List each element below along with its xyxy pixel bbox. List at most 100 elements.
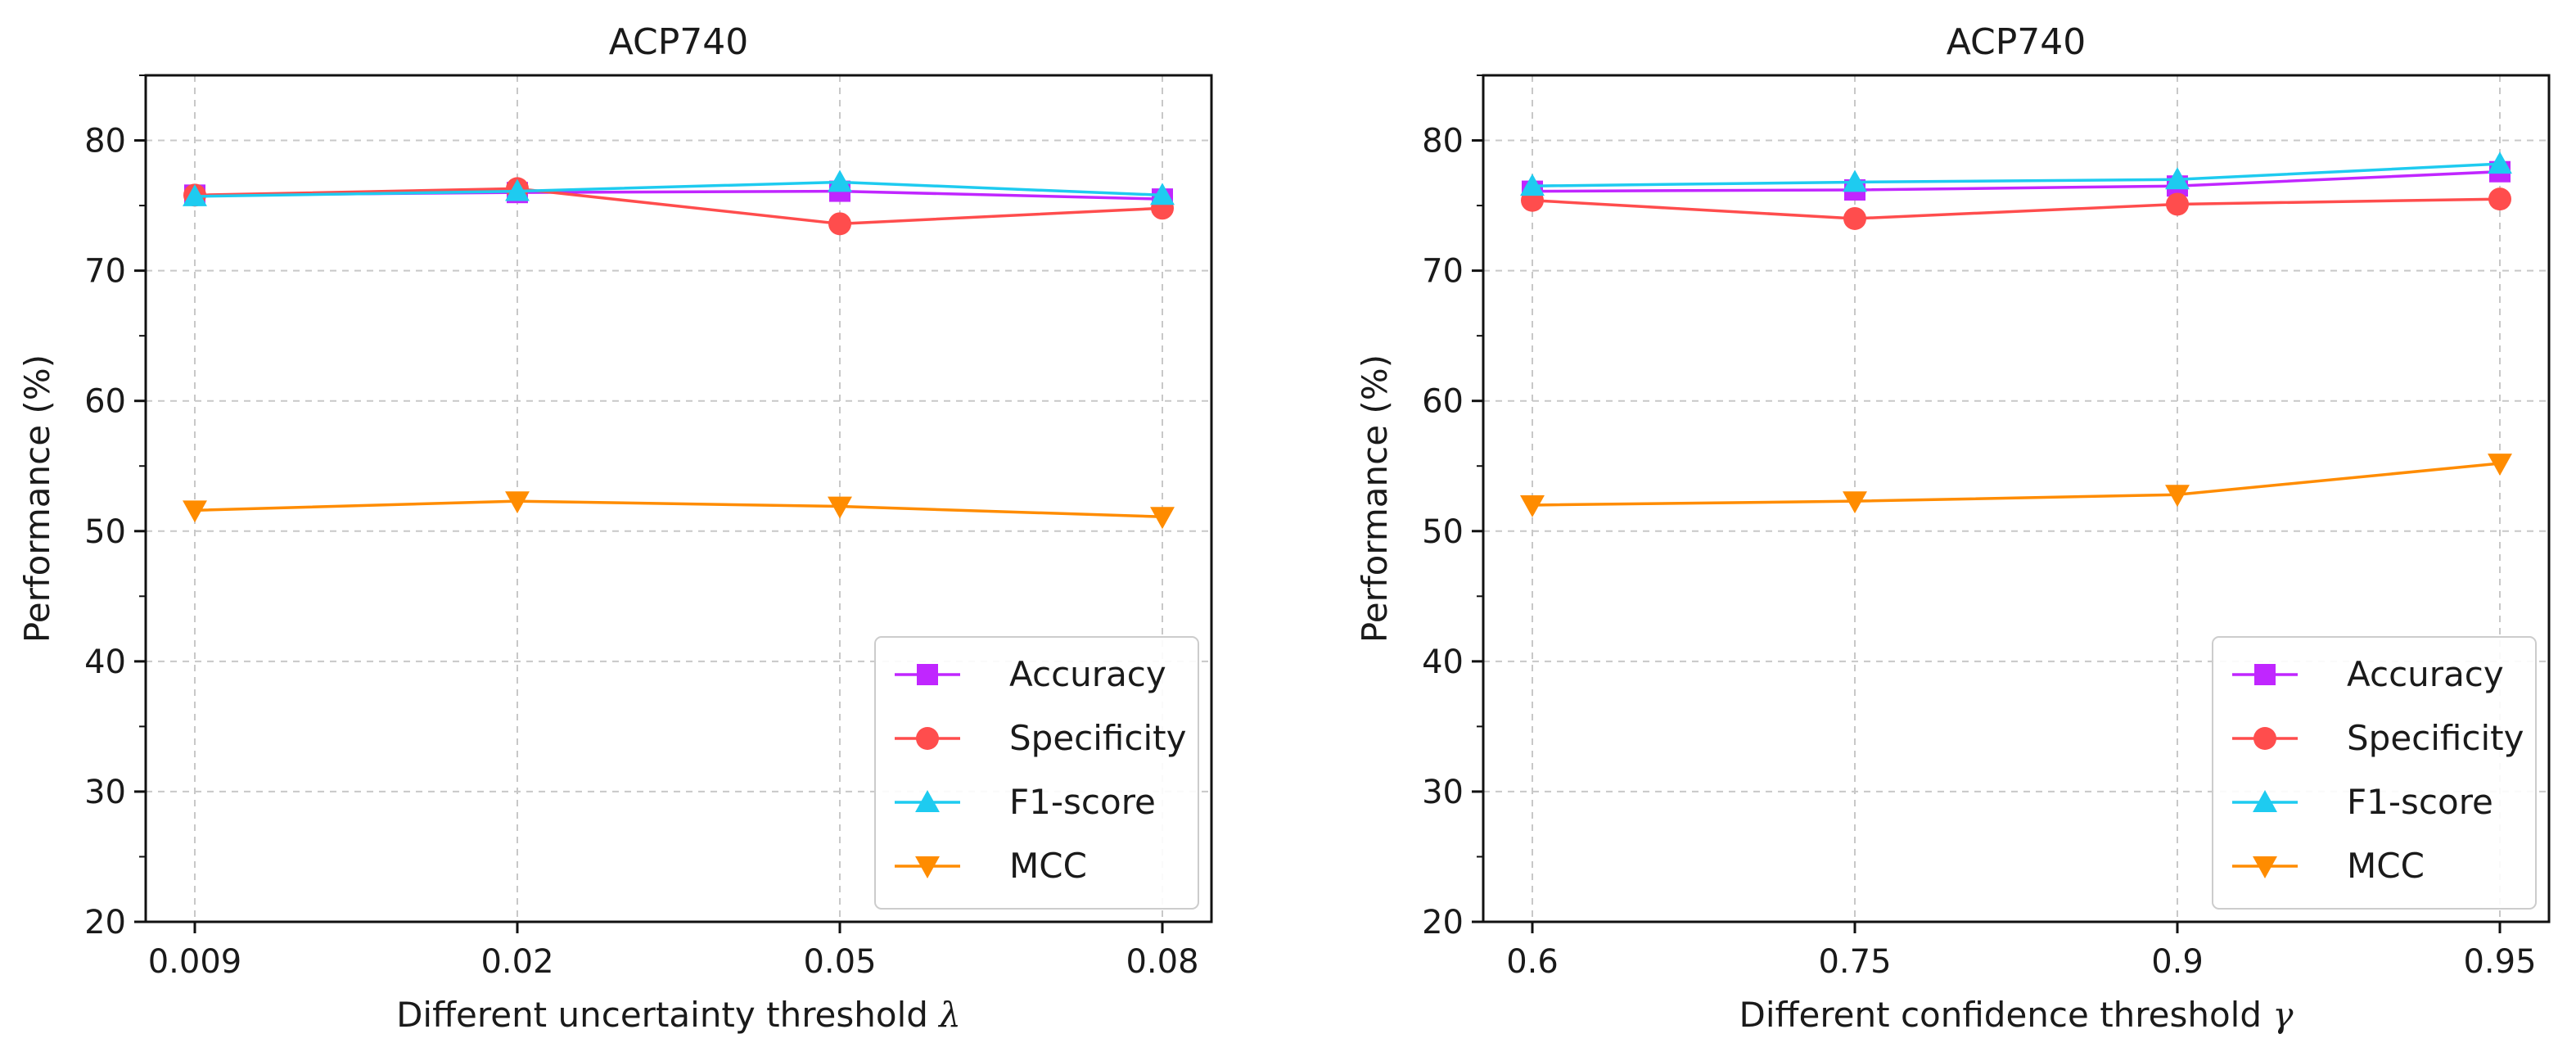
legend-marker bbox=[2253, 856, 2277, 878]
y-tick-label: 30 bbox=[84, 774, 126, 811]
x-axis-label-text: Different uncertainty threshold bbox=[396, 995, 939, 1035]
chart-title: ACP740 bbox=[609, 21, 749, 63]
y-axis: 20 30 40 50 60 70 80 bbox=[84, 74, 146, 941]
y-tick-label: 40 bbox=[84, 643, 126, 681]
series-line-accuracy bbox=[1532, 169, 2501, 193]
legend: Accuracy Specificity F1-score MCC bbox=[874, 636, 1199, 910]
legend-item-specificity: Specificity bbox=[895, 718, 1186, 758]
legend-marker bbox=[915, 856, 940, 878]
data-point-mcc bbox=[1843, 491, 1867, 514]
x-axis: 0.009 0.02 0.05 0.08 bbox=[148, 922, 1199, 981]
data-point-specificity bbox=[828, 212, 851, 236]
data-point-f1-score bbox=[1150, 183, 1175, 205]
series-line-f1-score bbox=[194, 180, 1163, 198]
series-line-mcc bbox=[1532, 462, 2501, 507]
x-tick-label: 0.75 bbox=[1818, 943, 1891, 981]
x-tick-label: 0.009 bbox=[148, 943, 242, 981]
series-mcc bbox=[1520, 454, 2512, 517]
series-line-f1-score bbox=[1532, 162, 2501, 187]
legend-label: MCC bbox=[2347, 846, 2425, 886]
x-tick-label: 0.02 bbox=[480, 943, 553, 981]
legend-marker bbox=[2254, 664, 2276, 685]
data-point-f1-score bbox=[2165, 167, 2190, 190]
legend-item-f1-score: F1-score bbox=[2232, 782, 2493, 822]
series-f1-score bbox=[183, 169, 1175, 206]
legend-item-mcc: MCC bbox=[895, 846, 1087, 886]
data-point-specificity bbox=[2166, 192, 2189, 216]
chart-panel-left: 20 30 40 50 60 70 80 0.009 0.02 0.05 0.08 ACP740 Dif… bbox=[17, 21, 1213, 1035]
x-tick-label: 0.6 bbox=[1506, 943, 1559, 981]
x-axis-label-symbol: λ bbox=[937, 995, 961, 1035]
series-f1-score bbox=[1520, 151, 2512, 196]
legend-label: F1-score bbox=[1009, 782, 1156, 822]
y-tick-label: 20 bbox=[1422, 904, 1464, 941]
x-tick-label: 0.95 bbox=[2463, 943, 2536, 981]
x-tick-label: 0.9 bbox=[2151, 943, 2204, 981]
data-point-mcc bbox=[828, 496, 852, 519]
x-axis-label-text: Different confidence threshold bbox=[1739, 995, 2273, 1035]
data-point-f1-score bbox=[1843, 169, 1867, 192]
legend-label: Accuracy bbox=[2347, 654, 2504, 694]
data-point-specificity bbox=[1843, 206, 1866, 230]
data-point-mcc bbox=[1520, 494, 1545, 517]
x-tick-label: 0.08 bbox=[1126, 943, 1198, 981]
y-axis-label: Performance (%) bbox=[17, 354, 57, 643]
legend-marker bbox=[2253, 790, 2277, 812]
series-specificity bbox=[1521, 187, 2511, 230]
legend-label: MCC bbox=[1009, 846, 1087, 886]
chart-panel-right: 20 30 40 50 60 70 80 0.6 0.75 0.9 0.95 ACP740 Differ… bbox=[1355, 21, 2551, 1035]
legend-label: Specificity bbox=[2347, 718, 2524, 758]
data-point-mcc bbox=[183, 500, 207, 523]
data-point-mcc bbox=[1150, 507, 1175, 530]
y-tick-label: 50 bbox=[1422, 513, 1464, 551]
y-tick-label: 70 bbox=[84, 253, 126, 291]
legend: Accuracy Specificity F1-score MCC bbox=[2212, 636, 2537, 910]
x-tick-label: 0.05 bbox=[803, 943, 876, 981]
data-point-mcc bbox=[2488, 454, 2512, 476]
legend-item-mcc: MCC bbox=[2232, 846, 2425, 886]
x-axis-label-symbol: γ bbox=[2272, 995, 2294, 1035]
legend-box bbox=[2212, 636, 2537, 910]
data-point-mcc bbox=[2165, 485, 2190, 508]
legend-label: Accuracy bbox=[1009, 654, 1166, 694]
data-point-f1-score bbox=[828, 169, 852, 192]
legend-label: Specificity bbox=[1009, 718, 1186, 758]
x-axis-label: Different confidence threshold γ bbox=[1739, 995, 2294, 1035]
data-point-f1-score bbox=[183, 183, 207, 206]
y-tick-label: 40 bbox=[1422, 643, 1464, 681]
chart-title: ACP740 bbox=[1947, 21, 2087, 63]
y-tick-label: 80 bbox=[1422, 123, 1464, 160]
data-point-f1-score bbox=[505, 178, 530, 201]
series-mcc bbox=[183, 491, 1175, 530]
plot-frame bbox=[1482, 74, 2551, 923]
y-tick-label: 20 bbox=[84, 904, 126, 941]
series-line-specificity bbox=[1532, 197, 2501, 220]
data-point-mcc bbox=[505, 491, 530, 514]
y-tick-label: 60 bbox=[84, 383, 126, 421]
legend-marker bbox=[2253, 727, 2276, 750]
x-axis-label: Different uncertainty threshold λ bbox=[396, 995, 961, 1035]
legend-box bbox=[874, 636, 1199, 910]
y-axis-label: Performance (%) bbox=[1355, 354, 1395, 643]
legend-marker bbox=[915, 790, 940, 812]
data-point-f1-score bbox=[1520, 174, 1545, 196]
data-point-f1-score bbox=[2488, 151, 2512, 174]
y-axis: 20 30 40 50 60 70 80 bbox=[1422, 74, 1483, 941]
legend-item-f1-score: F1-score bbox=[895, 782, 1156, 822]
legend-item-specificity: Specificity bbox=[2232, 718, 2524, 758]
series-line-mcc bbox=[194, 499, 1163, 519]
legend-marker bbox=[916, 727, 939, 750]
legend-item-accuracy: Accuracy bbox=[895, 654, 1166, 694]
y-tick-label: 80 bbox=[84, 123, 126, 160]
y-tick-label: 70 bbox=[1422, 253, 1464, 291]
y-tick-label: 50 bbox=[84, 513, 126, 551]
y-tick-label: 60 bbox=[1422, 383, 1464, 421]
y-tick-label: 30 bbox=[1422, 774, 1464, 811]
plot-frame bbox=[144, 74, 1213, 923]
legend-marker bbox=[917, 664, 938, 685]
x-axis: 0.6 0.75 0.9 0.95 bbox=[1506, 922, 2537, 981]
data-point-specificity bbox=[2488, 187, 2511, 211]
legend-label: F1-score bbox=[2347, 782, 2493, 822]
legend-item-accuracy: Accuracy bbox=[2232, 654, 2504, 694]
